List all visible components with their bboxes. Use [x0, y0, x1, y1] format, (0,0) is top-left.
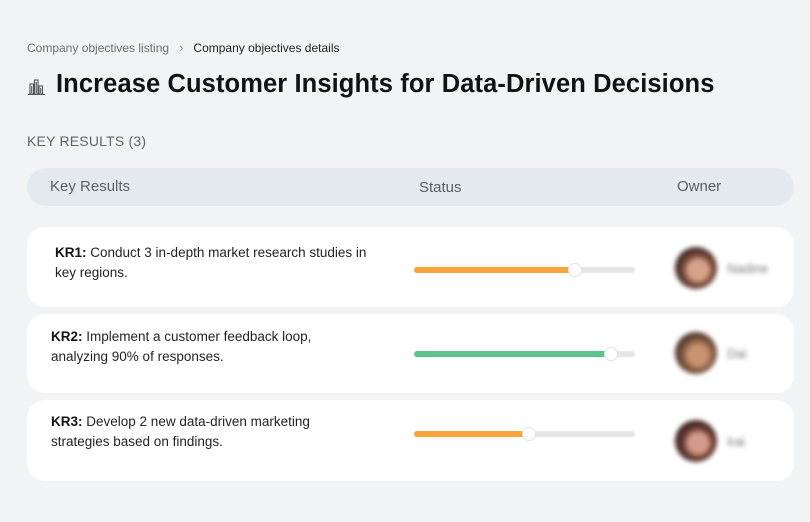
key-result-code: KR1:: [55, 245, 87, 260]
owner-name: Irai: [727, 433, 746, 449]
owner-cell[interactable]: Dai: [675, 332, 747, 374]
buildings-chart-icon: [27, 77, 46, 96]
key-result-row[interactable]: KR1: Conduct 3 in-depth market research …: [27, 227, 794, 307]
breadcrumb-objectives-listing-link[interactable]: Company objectives listing: [27, 41, 170, 55]
key-result-description: KR1: Conduct 3 in-depth market research …: [55, 243, 375, 283]
owner-avatar[interactable]: [675, 420, 717, 462]
progress-fill: [414, 267, 576, 273]
key-results-table-header: Key Results Status Owner: [27, 168, 794, 206]
key-result-text: Conduct 3 in-depth market research studi…: [55, 245, 367, 280]
key-result-row[interactable]: KR2: Implement a customer feedback loop,…: [27, 314, 794, 393]
key-result-description: KR3: Develop 2 new data-driven marketing…: [51, 412, 371, 452]
key-result-text: Implement a customer feedback loop, anal…: [51, 329, 312, 364]
page-title: Increase Customer Insights for Data-Driv…: [56, 70, 715, 98]
progress-bar[interactable]: [414, 428, 635, 440]
column-header-key-results: Key Results: [50, 178, 131, 195]
breadcrumb-current-page: Company objectives details: [193, 41, 340, 55]
progress-handle[interactable]: [604, 348, 617, 360]
owner-name: Nadine: [727, 260, 769, 276]
progress-fill: [414, 431, 529, 437]
owner-avatar[interactable]: [675, 247, 717, 289]
column-header-status: Status: [419, 179, 462, 196]
key-result-row[interactable]: KR3: Develop 2 new data-driven marketing…: [27, 400, 794, 481]
owner-cell[interactable]: Irai: [675, 420, 745, 462]
breadcrumb: Company objectives listing › Company obj…: [27, 40, 340, 56]
key-result-code: KR3:: [51, 414, 83, 429]
key-result-code: KR2:: [51, 329, 83, 344]
owner-name: Dai: [727, 345, 747, 361]
progress-handle[interactable]: [522, 428, 535, 440]
progress-handle[interactable]: [569, 264, 582, 276]
page-header: Increase Customer Insights for Data-Driv…: [27, 68, 714, 100]
progress-bar[interactable]: [414, 348, 635, 360]
owner-avatar[interactable]: [675, 332, 717, 374]
owner-cell[interactable]: Nadine: [675, 247, 768, 289]
column-header-owner: Owner: [677, 178, 722, 195]
key-result-text: Develop 2 new data-driven marketing stra…: [51, 414, 310, 449]
progress-fill: [414, 351, 611, 357]
progress-bar[interactable]: [414, 264, 635, 276]
key-result-description: KR2: Implement a customer feedback loop,…: [51, 327, 371, 367]
key-results-count-label: KEY RESULTS (3): [27, 133, 147, 149]
chevron-right-icon: ›: [179, 40, 184, 55]
